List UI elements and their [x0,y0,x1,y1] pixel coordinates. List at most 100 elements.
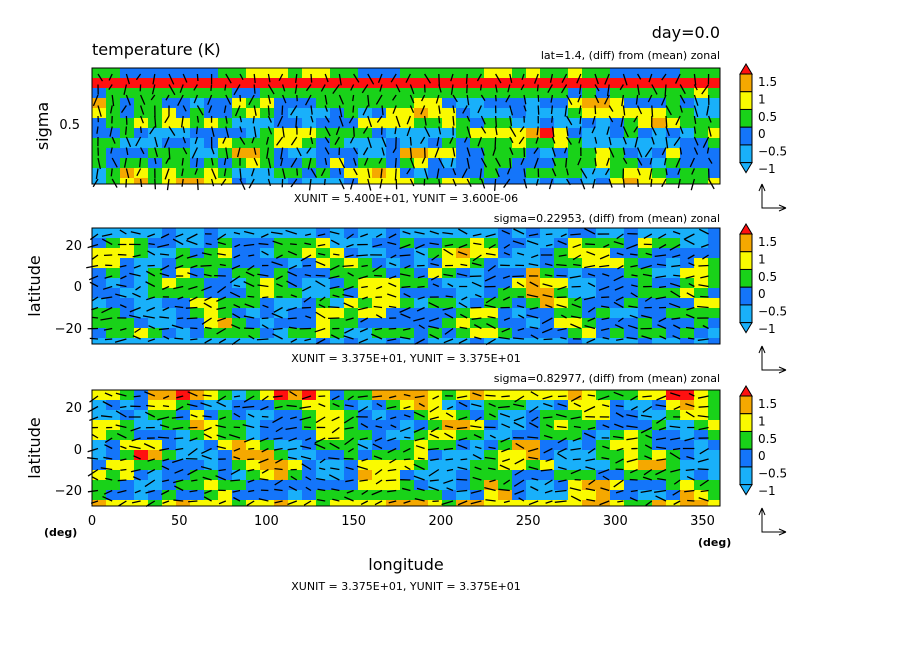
contour-cell [596,390,611,401]
contour-cell [330,328,345,339]
contour-cell [596,88,611,99]
contour-cell [512,318,527,329]
contour-cell [92,248,107,259]
wind-vector [430,458,439,461]
contour-cell [456,128,471,139]
wind-vector [287,456,297,460]
wind-vector [656,458,667,462]
contour-cell [176,228,191,239]
contour-cell [540,288,555,299]
wind-vector [621,94,625,107]
wind-vector [315,274,326,277]
contour-cell [204,410,219,421]
contour-cell [414,308,429,319]
wind-vector [519,126,525,133]
wind-vector [168,84,176,96]
contour-cell [428,338,443,344]
wind-vector [651,136,655,145]
contour-cell [260,88,275,99]
contour-cell [344,308,359,319]
wind-vector [390,73,397,83]
contour-cell [484,158,499,169]
contour-cell [176,88,191,99]
contour-cell [344,268,359,279]
contour-cell [568,138,583,149]
colorbar-segment [739,268,753,288]
contour-cell [414,168,429,179]
contour-cell [274,258,289,269]
contour-cell [596,138,611,149]
contour-cell [666,410,681,421]
contour-cell [372,430,387,441]
wind-vector [403,414,411,418]
contour-cell [274,338,289,344]
contour-cell [92,490,107,501]
contour-cell [134,440,149,451]
wind-vector [225,115,228,124]
contour-cell [232,88,247,99]
wind-vector [670,437,681,441]
contour-cell [232,470,247,481]
wind-vector [406,115,412,125]
wind-vector [231,324,241,330]
contour-cell [386,420,401,431]
wind-vector [258,458,269,464]
wind-vector [675,115,681,126]
contour-cell [694,338,709,344]
wind-vector [669,302,681,309]
contour-cell [288,298,303,309]
wind-vector [691,168,695,175]
wind-vector [216,233,227,241]
contour-cell [120,288,135,299]
wind-vector [679,126,684,134]
contour-cell [218,328,233,339]
wind-vector [446,487,454,492]
contour-cell [176,68,191,79]
wind-vector [570,395,582,402]
contour-cell [288,328,303,339]
contour-cell [386,158,401,169]
wind-vector [310,73,313,83]
wind-vector [258,242,269,246]
wind-vector [125,136,132,148]
wind-vector [502,285,511,291]
wind-vector [557,452,567,460]
wind-vector [555,413,567,418]
wind-vector [173,479,184,484]
contour-cell [526,460,541,471]
wind-vector [484,275,496,282]
contour-cell [540,88,555,99]
wind-vector [613,275,624,282]
wind-vector [288,437,298,442]
contour-cell [162,430,177,441]
contour-cell [134,98,149,109]
contour-cell [358,490,373,501]
contour-cell [638,268,653,279]
wind-vector [147,233,156,238]
wind-vector [357,405,369,413]
contour-cell [232,168,247,179]
contour-cell [330,460,345,471]
contour-cell [456,178,471,184]
contour-cell [610,228,625,239]
contour-cell [610,480,625,491]
contour-cell [218,390,233,401]
wind-vector [203,302,212,309]
wind-vector [103,327,113,331]
wind-vector [361,84,369,94]
wind-vector [509,136,514,144]
wind-vector [673,479,681,485]
wind-vector [512,240,525,246]
wind-vector [438,105,441,114]
contour-cell [218,440,233,451]
wind-vector [182,105,187,112]
contour-cell [386,88,401,99]
contour-cell [302,410,317,421]
contour-cell [638,278,653,289]
panel-1-wind-vectors [92,73,715,191]
contour-cell [554,308,569,319]
wind-vector [281,94,287,104]
contour-cell [470,298,485,309]
wind-vector [476,73,482,82]
contour-cell [666,128,681,139]
